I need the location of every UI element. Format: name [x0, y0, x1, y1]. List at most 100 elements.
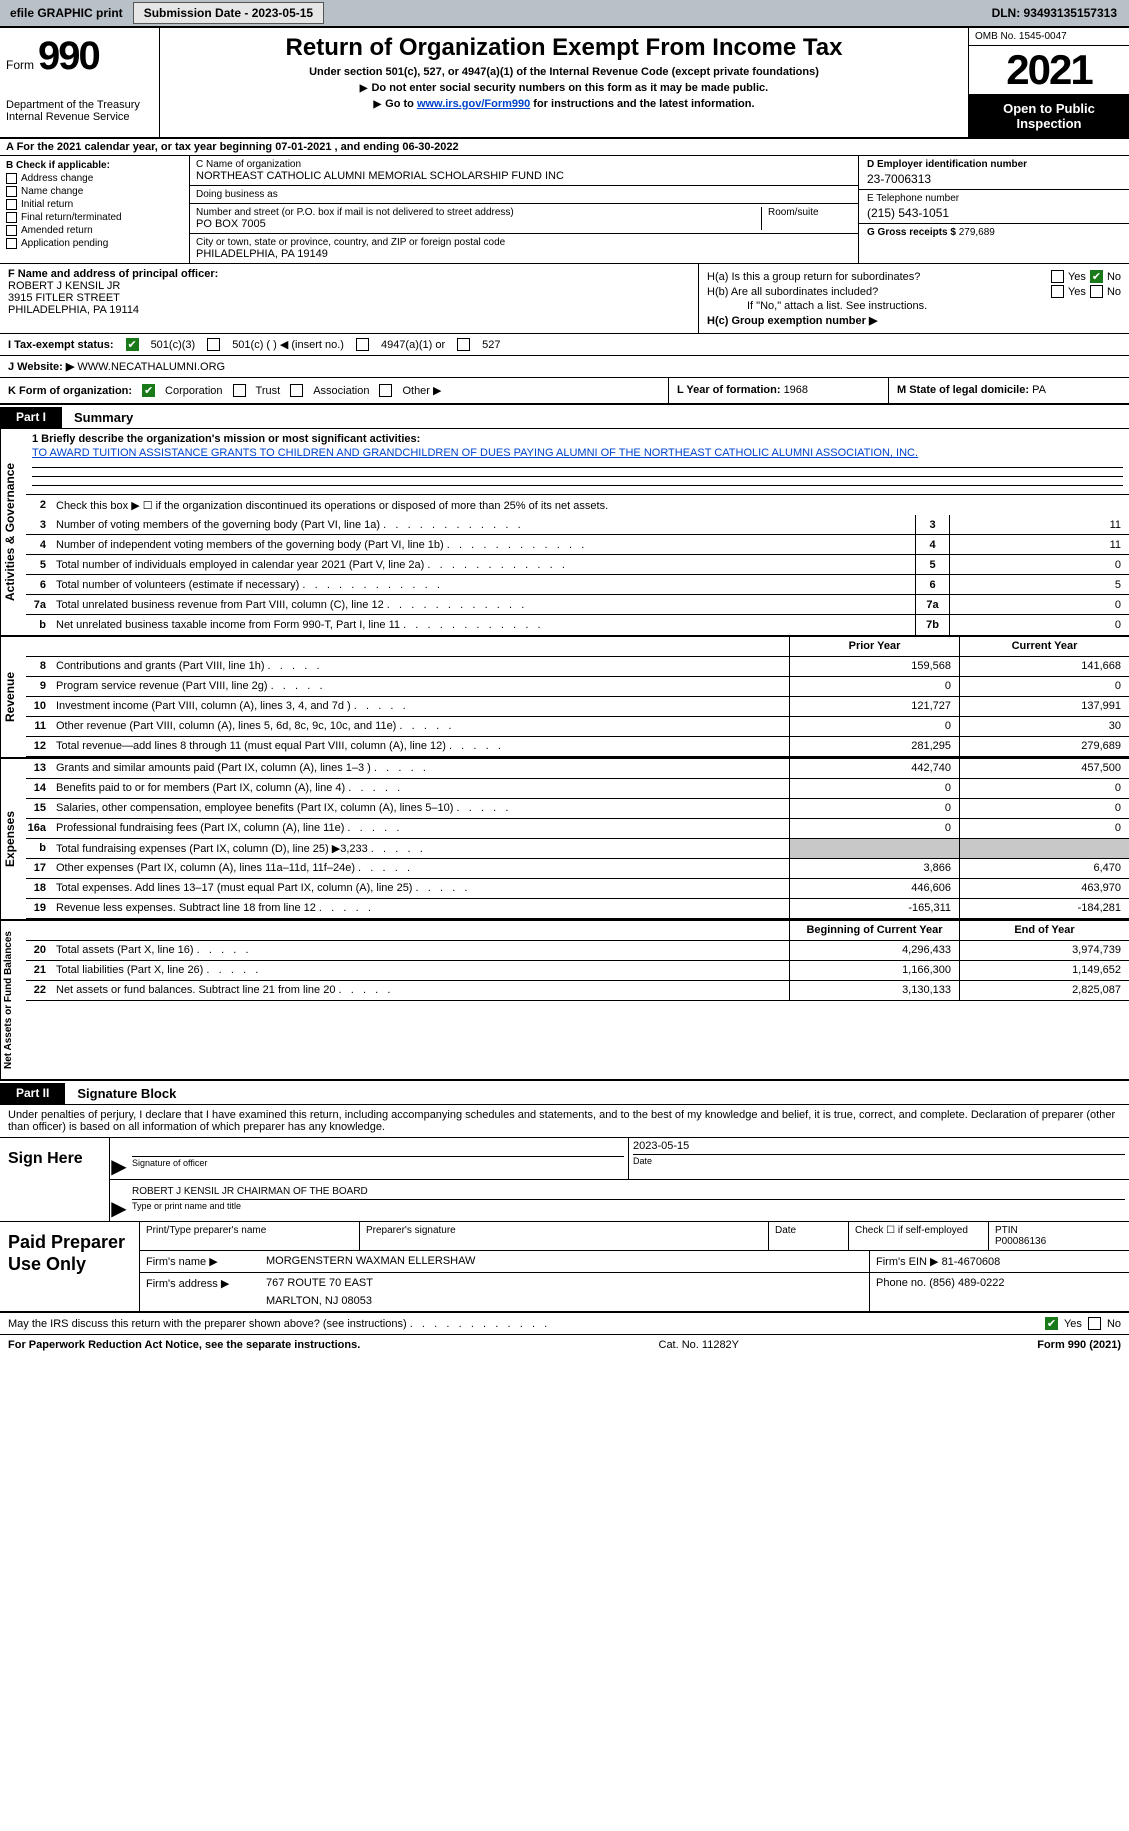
- end-year-hdr: End of Year: [959, 921, 1129, 940]
- chk-association[interactable]: [290, 384, 303, 397]
- dln-label: DLN: 93493135157313: [992, 6, 1129, 20]
- k-label: K Form of organization:: [8, 385, 132, 397]
- form-word: Form: [6, 58, 34, 72]
- tax-year: 2021: [969, 46, 1129, 95]
- city-label: City or town, state or province, country…: [196, 237, 852, 248]
- form-number: 990: [38, 34, 99, 79]
- summary-net: Net Assets or Fund Balances Beginning of…: [0, 921, 1129, 1081]
- chk-4947[interactable]: [356, 338, 369, 351]
- sig-name-label: Type or print name and title: [132, 1199, 1125, 1211]
- discuss-yes-box[interactable]: [1045, 1317, 1058, 1330]
- ha-label: H(a) Is this a group return for subordin…: [707, 271, 1051, 283]
- ein-value: 23-7006313: [867, 172, 1121, 186]
- summary-line: 11Other revenue (Part VIII, column (A), …: [26, 717, 1129, 737]
- chk-name-change[interactable]: Name change: [6, 186, 183, 197]
- l-value: 1968: [784, 384, 808, 396]
- summary-line: 19Revenue less expenses. Subtract line 1…: [26, 899, 1129, 919]
- officer-addr1: 3915 FITLER STREET: [8, 292, 690, 304]
- hb-yes-box[interactable]: [1051, 285, 1064, 298]
- page-footer: For Paperwork Reduction Act Notice, see …: [0, 1335, 1129, 1355]
- note-ssn: Do not enter social security numbers on …: [170, 82, 958, 94]
- part1-bar: Part I Summary: [0, 407, 1129, 429]
- efile-label: efile GRAPHIC print: [0, 6, 133, 20]
- street-label: Number and street (or P.O. box if mail i…: [196, 207, 755, 218]
- summary-line: 18Total expenses. Add lines 13–17 (must …: [26, 879, 1129, 899]
- firm-addr-label: Firm's address ▶: [140, 1273, 260, 1311]
- officer-label: F Name and address of principal officer:: [8, 268, 690, 280]
- room-label: Room/suite: [768, 207, 852, 218]
- footer-mid: Cat. No. 11282Y: [360, 1339, 1037, 1351]
- prep-sig-hdr: Preparer's signature: [360, 1222, 769, 1250]
- irs-link[interactable]: www.irs.gov/Form990: [417, 98, 530, 110]
- prior-year-hdr: Prior Year: [789, 637, 959, 656]
- sig-arrow-icon: ▶: [110, 1138, 128, 1179]
- sig-date-value: 2023-05-15: [633, 1140, 1125, 1152]
- part1-title: Summary: [62, 407, 145, 428]
- sig-officer-label: Signature of officer: [132, 1156, 624, 1168]
- org-name-label: C Name of organization: [196, 159, 852, 170]
- hb-no-box[interactable]: [1090, 285, 1103, 298]
- org-name: NORTHEAST CATHOLIC ALUMNI MEMORIAL SCHOL…: [196, 170, 852, 182]
- l-label: L Year of formation:: [677, 384, 784, 396]
- city-value: PHILADELPHIA, PA 19149: [196, 248, 852, 260]
- firm-addr1: 767 ROUTE 70 EAST: [266, 1277, 863, 1289]
- paid-preparer-row: Paid Preparer Use Only Print/Type prepar…: [0, 1222, 1129, 1313]
- part2-title: Signature Block: [65, 1083, 188, 1104]
- ha-no-box[interactable]: [1090, 270, 1103, 283]
- summary-line: 7aTotal unrelated business revenue from …: [26, 595, 1129, 615]
- hc-label: H(c) Group exemption number ▶: [707, 314, 1121, 327]
- paid-preparer-label: Paid Preparer Use Only: [0, 1222, 140, 1311]
- m-label: M State of legal domicile:: [897, 384, 1032, 396]
- part1-tag: Part I: [0, 407, 62, 428]
- side-net: Net Assets or Fund Balances: [0, 921, 26, 1079]
- chk-application-pending[interactable]: Application pending: [6, 238, 183, 249]
- row-i-label: I Tax-exempt status:: [8, 339, 114, 351]
- dba-label: Doing business as: [196, 189, 852, 200]
- chk-other[interactable]: [379, 384, 392, 397]
- discuss-no-box[interactable]: [1088, 1317, 1101, 1330]
- chk-527[interactable]: [457, 338, 470, 351]
- phone-label: E Telephone number: [867, 193, 1121, 204]
- begin-year-hdr: Beginning of Current Year: [789, 921, 959, 940]
- summary-line: bTotal fundraising expenses (Part IX, co…: [26, 839, 1129, 859]
- col-b-checkboxes: B Check if applicable: Address change Na…: [0, 156, 190, 263]
- discuss-question: May the IRS discuss this return with the…: [8, 1318, 547, 1330]
- sig-date-label: Date: [633, 1154, 1125, 1166]
- form-title: Return of Organization Exempt From Incom…: [170, 34, 958, 62]
- hb-note: If "No," attach a list. See instructions…: [707, 300, 1121, 312]
- officer-addr2: PHILADELPHIA, PA 19114: [8, 304, 690, 316]
- summary-line: 3Number of voting members of the governi…: [26, 515, 1129, 535]
- officer-group-block: F Name and address of principal officer:…: [0, 264, 1129, 334]
- firm-name-label: Firm's name ▶: [140, 1251, 260, 1272]
- summary-line: 6Total number of volunteers (estimate if…: [26, 575, 1129, 595]
- summary-expenses: Expenses 13Grants and similar amounts pa…: [0, 759, 1129, 921]
- chk-address-change[interactable]: Address change: [6, 173, 183, 184]
- summary-governance: Activities & Governance 1 Briefly descri…: [0, 429, 1129, 637]
- firm-phone-value: (856) 489-0222: [929, 1277, 1004, 1289]
- chk-trust[interactable]: [233, 384, 246, 397]
- ein-label: D Employer identification number: [867, 159, 1121, 170]
- chk-final-return[interactable]: Final return/terminated: [6, 212, 183, 223]
- summary-line: 22Net assets or fund balances. Subtract …: [26, 981, 1129, 1001]
- chk-corporation[interactable]: [142, 384, 155, 397]
- chk-501c3[interactable]: [126, 338, 139, 351]
- submission-date-button[interactable]: Submission Date - 2023-05-15: [133, 2, 324, 24]
- chk-501c[interactable]: [207, 338, 220, 351]
- mission-text: TO AWARD TUITION ASSISTANCE GRANTS TO CH…: [32, 447, 1123, 459]
- net-header-row: Beginning of Current Year End of Year: [26, 921, 1129, 941]
- chk-initial-return[interactable]: Initial return: [6, 199, 183, 210]
- omb-label: OMB No. 1545-0047: [969, 28, 1129, 46]
- side-expenses: Expenses: [0, 759, 26, 919]
- prep-date-hdr: Date: [769, 1222, 849, 1250]
- side-governance: Activities & Governance: [0, 429, 26, 635]
- ha-yes-box[interactable]: [1051, 270, 1064, 283]
- col-b-header: B Check if applicable:: [6, 160, 183, 171]
- summary-line: 14Benefits paid to or for members (Part …: [26, 779, 1129, 799]
- ptin-value: P00086136: [995, 1236, 1123, 1247]
- chk-amended-return[interactable]: Amended return: [6, 225, 183, 236]
- firm-phone-label: Phone no.: [876, 1277, 929, 1289]
- summary-line: 2Check this box ▶ ☐ if the organization …: [26, 495, 1129, 515]
- footer-left: For Paperwork Reduction Act Notice, see …: [8, 1339, 360, 1351]
- summary-line: 9Program service revenue (Part VIII, lin…: [26, 677, 1129, 697]
- summary-line: 10Investment income (Part VIII, column (…: [26, 697, 1129, 717]
